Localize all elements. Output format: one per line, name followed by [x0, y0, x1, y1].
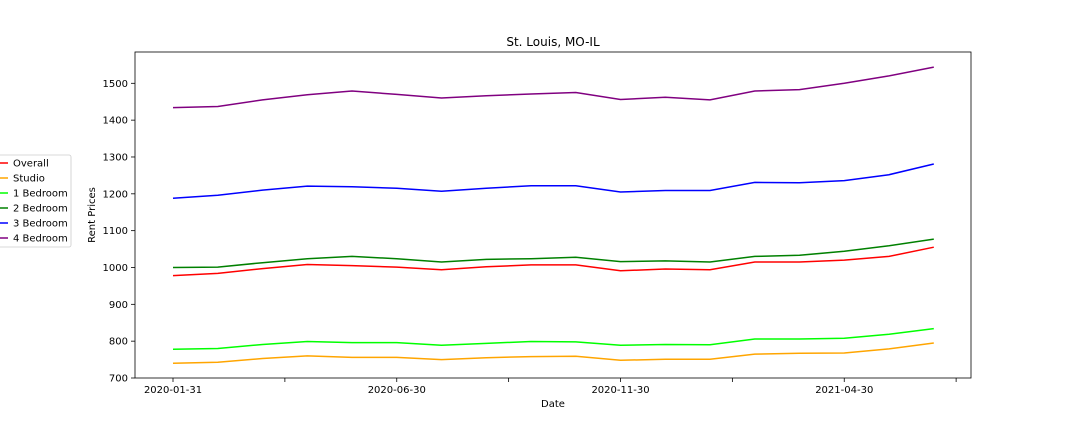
y-tick-label: 1400	[103, 116, 128, 127]
x-tick-label: 2020-11-30	[591, 385, 649, 396]
y-tick-label: 1500	[103, 79, 128, 90]
series-line-overall	[172, 246, 934, 277]
legend: Overall Studio 1 Bedroom 2 Bedroom 3 Bedroom…	[0, 154, 72, 248]
series-line-2-bedroom	[172, 238, 934, 269]
series-line-1-bedroom	[172, 327, 934, 351]
legend-box	[0, 154, 72, 248]
plot-frame	[134, 51, 972, 379]
legend-label: 1 Bedroom	[13, 189, 68, 200]
y-tick-label: 900	[109, 300, 128, 311]
y-axis-label: Rent Prices	[87, 187, 98, 243]
legend-label: 2 Bedroom	[13, 204, 68, 215]
series-line-3-bedroom	[172, 163, 934, 199]
x-tick-label: 2021-04-30	[815, 385, 873, 396]
y-tick-label: 700	[109, 374, 128, 385]
chart-title: St. Louis, MO-IL	[506, 35, 600, 49]
y-tick-label: 800	[109, 337, 128, 348]
series-line-studio	[172, 342, 934, 365]
y-tick-label: 1300	[103, 152, 128, 163]
x-axis-ticks: 2020-01-31 2020-06-30 2020-11-30 2021-04-30	[144, 378, 957, 396]
y-axis-ticks: 700 800 900 1000 1100 1200 1300 1400 1500	[103, 79, 135, 385]
legend-label: Studio	[13, 174, 45, 185]
legend-label: Overall	[13, 159, 49, 170]
series-lines	[172, 66, 934, 365]
y-tick-label: 1200	[103, 189, 128, 200]
series-line-4-bedroom	[172, 66, 934, 109]
legend-label: 3 Bedroom	[13, 219, 68, 230]
y-tick-label: 1000	[103, 263, 128, 274]
x-tick-label: 2020-01-31	[144, 385, 202, 396]
legend-label: 4 Bedroom	[13, 234, 68, 245]
y-tick-label: 1100	[103, 226, 128, 237]
x-tick-label: 2020-06-30	[368, 385, 426, 396]
x-axis-label: Date	[541, 399, 565, 410]
